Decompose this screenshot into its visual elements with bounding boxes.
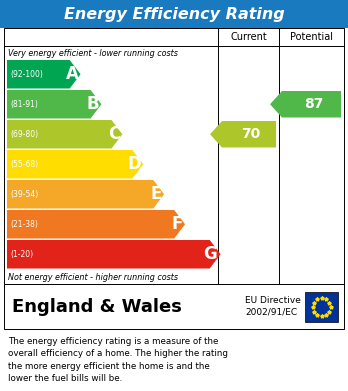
- Text: G: G: [203, 245, 216, 263]
- Text: (21-38): (21-38): [10, 220, 38, 229]
- Polygon shape: [7, 240, 221, 269]
- Text: Current: Current: [230, 32, 267, 42]
- Text: F: F: [172, 215, 183, 233]
- Polygon shape: [7, 90, 101, 118]
- Text: A: A: [66, 65, 79, 83]
- Text: England & Wales: England & Wales: [12, 298, 182, 316]
- Polygon shape: [7, 180, 164, 208]
- Polygon shape: [7, 150, 143, 179]
- Bar: [4, 28, 344, 284]
- Text: Potential: Potential: [290, 32, 333, 42]
- Text: D: D: [127, 155, 141, 173]
- Text: E: E: [151, 185, 162, 203]
- Polygon shape: [270, 91, 341, 118]
- Text: 70: 70: [242, 127, 261, 141]
- Text: (81-91): (81-91): [10, 100, 38, 109]
- Polygon shape: [210, 121, 276, 147]
- Polygon shape: [7, 120, 122, 149]
- Polygon shape: [7, 60, 80, 88]
- Text: (39-54): (39-54): [10, 190, 38, 199]
- Bar: [305, 292, 338, 322]
- Text: C: C: [108, 125, 120, 143]
- Text: (1-20): (1-20): [10, 250, 33, 259]
- Text: EU Directive
2002/91/EC: EU Directive 2002/91/EC: [245, 296, 301, 317]
- Text: (69-80): (69-80): [10, 130, 38, 139]
- Text: (92-100): (92-100): [10, 70, 43, 79]
- Text: The energy efficiency rating is a measure of the
overall efficiency of a home. T: The energy efficiency rating is a measur…: [8, 337, 228, 383]
- Text: (55-68): (55-68): [10, 160, 38, 169]
- Text: Energy Efficiency Rating: Energy Efficiency Rating: [64, 7, 284, 22]
- Text: B: B: [87, 95, 100, 113]
- Text: Very energy efficient - lower running costs: Very energy efficient - lower running co…: [8, 48, 178, 57]
- Text: Not energy efficient - higher running costs: Not energy efficient - higher running co…: [8, 273, 178, 282]
- Polygon shape: [7, 210, 185, 239]
- Bar: [0, 0, 348, 28]
- Text: 87: 87: [304, 97, 323, 111]
- Bar: [4, 284, 344, 329]
